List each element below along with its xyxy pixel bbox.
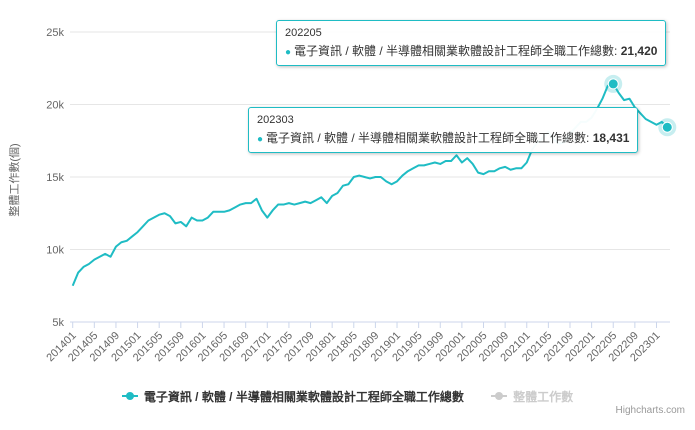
y-tick-label: 25k — [46, 27, 64, 39]
legend-line-dot-icon — [491, 392, 508, 400]
data-point-marker[interactable] — [661, 121, 673, 133]
tooltip-date: 202205 — [285, 27, 322, 39]
credits-link[interactable]: Highcharts.com — [615, 405, 685, 416]
tooltip-202303: 202303 ● 電子資訊 / 軟體 / 半導體相關業軟體設計工程師全職工作總數:… — [248, 107, 639, 153]
hover-markers[interactable] — [604, 74, 677, 137]
legend-item-series-2[interactable]: 整體工作數 — [491, 388, 573, 405]
tooltip-value: 21,420 — [620, 44, 658, 58]
legend-line-dot-icon — [121, 392, 138, 400]
data-point-marker[interactable] — [607, 78, 619, 90]
x-axis: 2014012014052014092015012015052015092016… — [44, 321, 670, 364]
tooltip-202205: 202205 ● 電子資訊 / 軟體 / 半導體相關業軟體設計工程師全職工作總數:… — [276, 20, 667, 66]
tooltip-date: 202303 — [257, 114, 294, 126]
legend-label: 整體工作數 — [513, 389, 574, 404]
y-tick-label: 5k — [52, 317, 64, 329]
y-tick-label: 15k — [46, 172, 64, 184]
legend: 電子資訊 / 軟體 / 半導體相關業軟體設計工程師全職工作總數 整體工作數 — [0, 386, 695, 405]
grid-lines — [70, 31, 670, 323]
legend-label: 電子資訊 / 軟體 / 半導體相關業軟體設計工程師全職工作總數 — [143, 389, 464, 404]
tooltip-label: 電子資訊 / 軟體 / 半導體相關業軟體設計工程師全職工作總數: — [266, 131, 593, 145]
y-axis-ticks: 5k 10k 15k 20k 25k — [46, 27, 64, 329]
legend-item-series-1[interactable]: 電子資訊 / 軟體 / 半導體相關業軟體設計工程師全職工作總數 — [121, 388, 464, 405]
series-dot-icon: ● — [285, 47, 292, 58]
y-axis-title: 整體工作數(個) — [7, 143, 21, 216]
tooltip-value: 18,431 — [592, 131, 630, 145]
tooltip-label: 電子資訊 / 軟體 / 半導體相關業軟體設計工程師全職工作總數: — [294, 44, 621, 58]
y-tick-label: 10k — [46, 245, 64, 257]
y-tick-label: 20k — [46, 100, 64, 112]
series-dot-icon: ● — [257, 134, 264, 145]
